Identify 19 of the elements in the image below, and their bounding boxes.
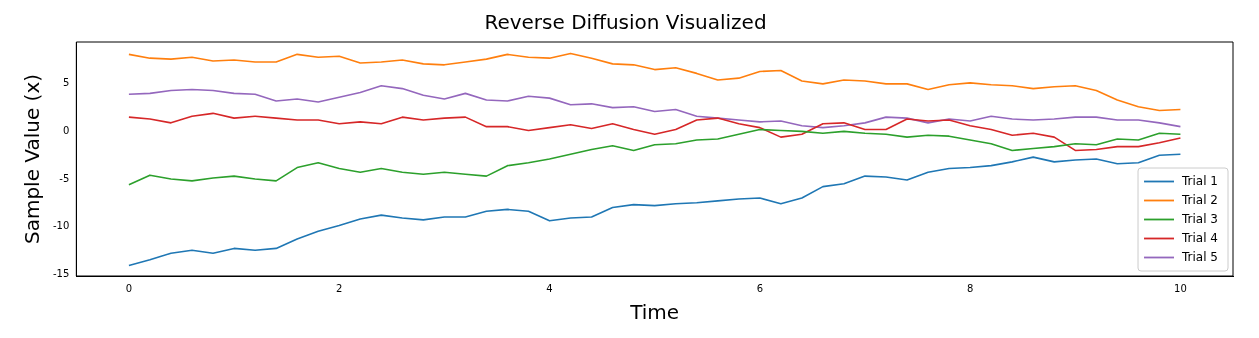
- y-tick-label: -15: [52, 267, 70, 279]
- x-tick-label: 0: [125, 282, 133, 294]
- y-tick-label: -10: [52, 220, 70, 232]
- legend-label: Trial 1: [1181, 173, 1219, 188]
- x-tick-label: 4: [546, 282, 553, 294]
- x-tick-label: 2: [336, 282, 343, 294]
- x-tick-label: 10: [1174, 282, 1187, 294]
- legend-label: Trial 5: [1181, 249, 1219, 264]
- y-tick-label: -5: [59, 172, 70, 184]
- y-tick-label: 5: [62, 77, 70, 89]
- y-axis-title: Sample Value (x): [20, 73, 45, 245]
- x-tick-label: 6: [756, 282, 764, 294]
- legend-label: Trial 2: [1181, 192, 1219, 207]
- legend-label: Trial 3: [1181, 211, 1219, 226]
- x-axis-title: Time: [629, 300, 680, 325]
- chart-title: Reverse Diffusion Visualized: [484, 10, 767, 35]
- y-tick-label: 0: [62, 125, 70, 137]
- x-tick-label: 8: [966, 282, 974, 294]
- legend-label: Trial 4: [1181, 230, 1219, 245]
